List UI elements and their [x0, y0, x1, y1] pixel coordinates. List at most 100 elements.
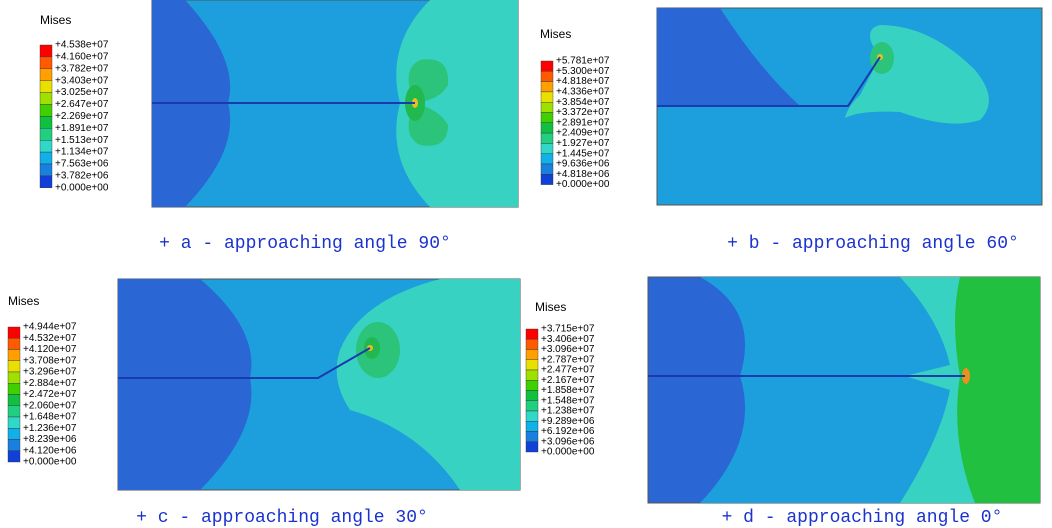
legend-swatch: [525, 359, 539, 371]
legend-label: +5.300e+07: [556, 66, 610, 77]
legend-label: +1.445e+07: [556, 148, 610, 159]
legend-swatch: [39, 92, 53, 105]
legend-swatch: [540, 81, 554, 93]
legend-swatch: [525, 390, 539, 401]
legend-swatch: [540, 132, 554, 144]
caption: + d - approaching angle 0°: [722, 508, 1003, 528]
legend-label: +3.782e+07: [55, 63, 109, 74]
legend-label: +9.636e+06: [556, 159, 610, 170]
legend-swatch: [7, 394, 21, 406]
legend-label: +2.884e+07: [23, 378, 77, 389]
legend-swatch: [525, 421, 539, 432]
legend-label: +7.563e+06: [55, 159, 109, 170]
legend-label: +3.406e+07: [541, 334, 595, 345]
legend-swatch: [7, 428, 21, 440]
legend-label: +3.372e+07: [556, 107, 610, 118]
legend-label: +0.000e+00: [541, 447, 595, 458]
legend-label: +4.336e+07: [556, 87, 610, 98]
legend-label: +1.891e+07: [55, 123, 109, 134]
legend-label: +3.403e+07: [55, 75, 109, 86]
legend-label: +3.025e+07: [55, 87, 109, 98]
legend-swatch: [39, 116, 53, 129]
legend-label: +1.548e+07: [541, 395, 595, 406]
legend-swatch: [540, 163, 554, 175]
legend-swatch: [39, 44, 53, 58]
legend-title: Mises: [540, 27, 571, 41]
contour-d: [647, 276, 1041, 504]
legend-label: +5.781e+07: [556, 56, 610, 67]
legend-label: +2.472e+07: [23, 389, 77, 400]
contour-a: [151, 0, 519, 208]
legend-swatch: [39, 68, 53, 81]
legend-label: +0.000e+00: [55, 182, 109, 193]
legend-label: +2.647e+07: [55, 99, 109, 110]
legend-swatch: [540, 122, 554, 134]
legend-label: +1.134e+07: [55, 147, 109, 158]
legend-swatch: [7, 338, 21, 350]
legend-swatch: [540, 71, 554, 82]
caption: + c - approaching angle 30°: [136, 508, 428, 528]
legend-swatch: [540, 60, 554, 72]
legend-swatch: [7, 450, 21, 463]
legend-label: +8.239e+06: [23, 434, 77, 445]
legend-label: +1.858e+07: [541, 385, 595, 396]
contour-b: [656, 7, 1043, 206]
legend-label: +1.927e+07: [556, 138, 610, 149]
legend-swatch: [525, 339, 539, 350]
legend-swatch: [7, 371, 21, 384]
legend-label: +3.096e+06: [541, 436, 595, 447]
legend-title: Mises: [8, 294, 39, 308]
legend-swatch: [7, 383, 21, 395]
legend-title: Mises: [535, 300, 566, 314]
legend-swatch: [525, 380, 539, 391]
legend-label: +2.269e+07: [55, 111, 109, 122]
legend-label: +2.891e+07: [556, 117, 610, 128]
legend-label: +2.409e+07: [556, 128, 610, 139]
legend-swatch: [7, 360, 21, 373]
legend-swatch: [540, 101, 554, 113]
legend-label: +2.787e+07: [541, 354, 595, 365]
legend-label: +4.944e+07: [23, 322, 77, 333]
legend-swatch: [525, 431, 539, 442]
legend-swatch: [39, 104, 53, 117]
legend-label: +1.238e+07: [541, 406, 595, 417]
legend-swatch: [540, 143, 554, 154]
legend-swatch: [7, 349, 21, 361]
legend-swatch: [39, 175, 53, 188]
legend-label: +4.120e+07: [23, 344, 77, 355]
legend-swatch: [525, 328, 539, 340]
legend-swatch: [7, 439, 21, 451]
legend-label: +0.000e+00: [556, 179, 610, 190]
legend-label: +3.296e+07: [23, 367, 77, 378]
legend-label: +3.708e+07: [23, 355, 77, 366]
contour-c: [117, 278, 521, 491]
caption: + a - approaching angle 90°: [159, 234, 451, 254]
legend-swatch: [540, 91, 554, 103]
legend-label: +9.289e+06: [541, 416, 595, 427]
legend-label: +1.648e+07: [23, 412, 77, 423]
legend-swatch: [525, 349, 539, 360]
legend-label: +6.192e+06: [541, 426, 595, 437]
legend-swatch: [540, 153, 554, 165]
legend-swatch: [39, 139, 53, 153]
legend-label: +2.477e+07: [541, 365, 595, 376]
legend-swatch: [525, 410, 539, 422]
legend-swatch: [525, 400, 539, 412]
legend-swatch: [39, 128, 53, 141]
legend-label: +1.513e+07: [55, 135, 109, 146]
legend-swatch: [7, 405, 21, 418]
legend-swatch: [39, 80, 53, 93]
legend-label: +3.782e+06: [55, 171, 109, 182]
legend-label: +4.818e+07: [556, 76, 610, 87]
legend-title: Mises: [40, 13, 71, 27]
legend-label: +3.854e+07: [556, 97, 610, 108]
caption: + b - approaching angle 60°: [727, 234, 1019, 254]
legend-label: +4.818e+06: [556, 169, 610, 180]
legend-swatch: [7, 416, 21, 429]
legend-swatch: [39, 151, 53, 165]
legend-label: +2.167e+07: [541, 375, 595, 386]
legend-label: +4.538e+07: [55, 40, 109, 51]
legend-swatch: [540, 174, 554, 185]
legend-label: +1.236e+07: [23, 423, 77, 434]
